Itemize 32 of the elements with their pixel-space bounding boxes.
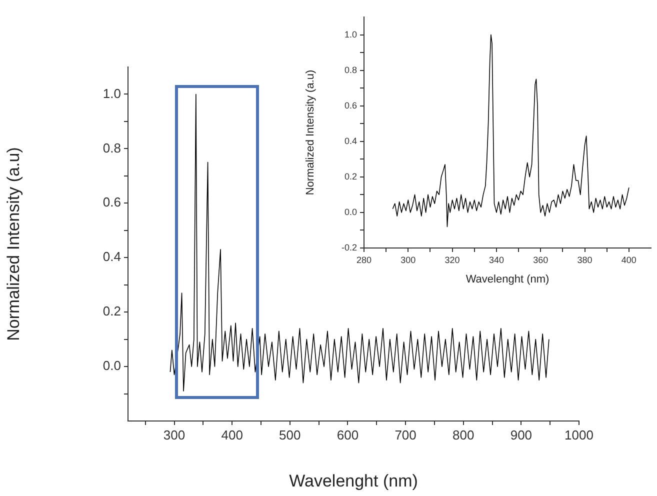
x-tick-label: 300: [163, 427, 186, 442]
y-axis-title: Normalized Intensity (a.u): [304, 70, 317, 196]
x-tick-label: 360: [533, 254, 548, 265]
y-axis-title: Normalized Intensity (a.u): [4, 147, 23, 341]
y-tick-label: 1.0: [344, 29, 357, 40]
y-tick-label: 0.4: [102, 249, 121, 264]
y-tick-label: 1.0: [102, 86, 121, 101]
x-tick-label: 900: [510, 427, 532, 442]
y-tick-label: 0.8: [102, 140, 121, 156]
x-tick-label: 340: [488, 254, 504, 265]
x-axis-title: Wavelenght (nm): [466, 273, 550, 286]
y-tick-label: 0.0: [344, 206, 357, 217]
x-tick-label: 280: [356, 254, 372, 265]
x-tick-label: 1000: [564, 427, 594, 442]
x-tick-label: 300: [400, 254, 416, 265]
y-tick-label: 0.6: [102, 194, 121, 210]
x-tick-label: 700: [394, 427, 416, 442]
y-tick-label: -0.2: [341, 242, 357, 252]
x-tick-label: 800: [452, 427, 474, 442]
x-tick-label: 380: [577, 254, 592, 265]
y-tick-label: 0.2: [102, 304, 121, 319]
x-tick-label: 600: [336, 427, 359, 442]
y-tick-label: 0.0: [102, 358, 121, 374]
y-tick-label: 0.8: [344, 64, 357, 75]
y-tick-label: 0.6: [344, 100, 357, 110]
y-tick-label: 0.2: [344, 171, 357, 182]
x-tick-label: 320: [444, 254, 460, 265]
x-tick-label: 400: [621, 254, 636, 265]
x-tick-label: 400: [221, 427, 243, 442]
x-tick-label: 500: [279, 427, 301, 442]
y-tick-label: 0.4: [344, 136, 357, 146]
x-axis-title: Wavelenght (nm): [289, 471, 418, 490]
